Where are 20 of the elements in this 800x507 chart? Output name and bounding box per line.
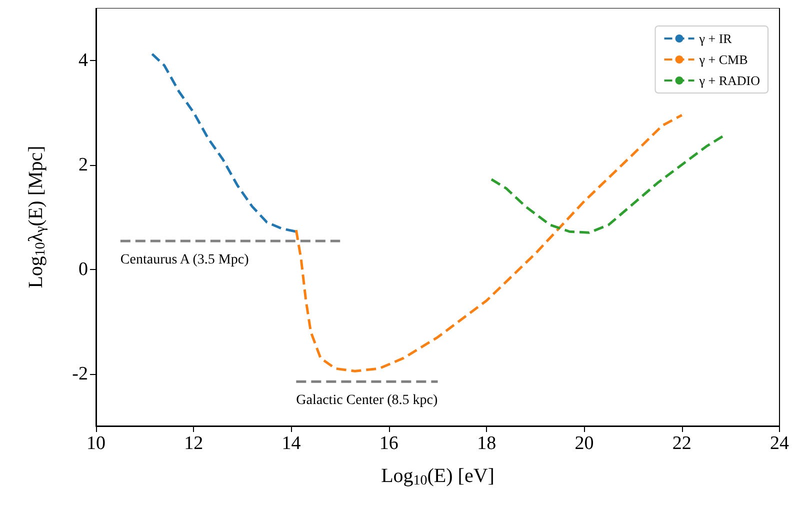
y-tick-label: 0 xyxy=(78,258,88,280)
line-series xyxy=(150,52,298,233)
y-tick-label: -2 xyxy=(72,363,88,384)
annotation: Galactic Center (8.5 kpc) xyxy=(296,393,438,408)
y-axis-title: Log10λγ(E) [Mpc] xyxy=(25,146,48,288)
x-tick-label: 12 xyxy=(184,433,204,454)
legend-label: γ + IR xyxy=(698,31,732,46)
y-tick-label: 4 xyxy=(78,50,88,71)
annotation: Centaurus A (3.5 Mpc) xyxy=(120,252,250,268)
x-tick-label: 10 xyxy=(86,433,106,454)
x-tick-label: 14 xyxy=(282,433,302,454)
legend-label: γ + RADIO xyxy=(698,73,760,88)
y-tick-label: 2 xyxy=(78,154,88,176)
x-tick-label: 24 xyxy=(770,433,790,454)
legend-label: γ + CMB xyxy=(698,52,748,67)
x-tick-label: 16 xyxy=(379,433,398,454)
x-tick-label: 20 xyxy=(574,433,594,454)
x-tick-label: 22 xyxy=(672,433,692,454)
x-tick-label: 18 xyxy=(477,433,496,454)
line-series xyxy=(294,114,684,372)
